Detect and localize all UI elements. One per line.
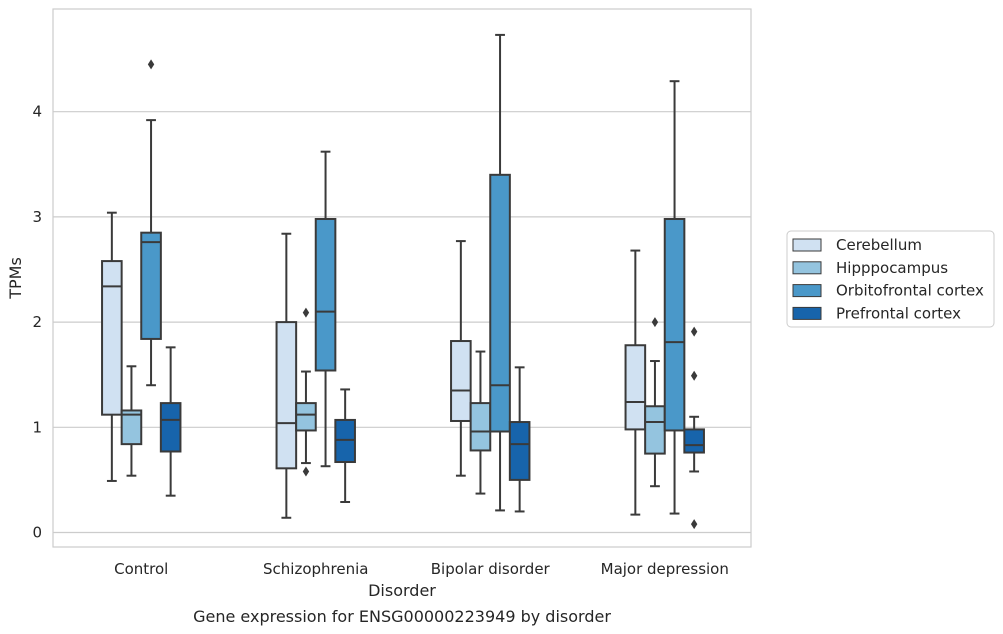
x-tick-label: Major depression <box>601 560 729 578</box>
box-group <box>644 317 666 488</box>
iqr-box <box>140 231 162 340</box>
legend: Cerebellum Hipppocampus Orbitofrontal cort… <box>786 230 995 328</box>
legend-label: Orbitofrontal cortex <box>836 282 984 300</box>
iqr-box <box>275 321 298 470</box>
y-tick-label: 0 <box>32 524 42 542</box>
chart-caption: Gene expression for ENSG00000223949 by d… <box>193 607 611 626</box>
box-group <box>489 33 511 512</box>
box-plot-marks <box>101 33 705 530</box>
outlier-marker <box>651 317 659 328</box>
box-group <box>624 249 647 516</box>
y-axis-label: TPMs <box>6 257 25 300</box>
iqr-box <box>508 421 531 481</box>
outlier-marker <box>690 326 698 337</box>
legend-frame <box>786 230 995 328</box>
legend-swatch <box>792 306 822 320</box>
box-group <box>120 365 143 477</box>
iqr-box <box>683 428 705 454</box>
iqr-box <box>450 340 472 422</box>
y-tick-label: 2 <box>32 313 42 331</box>
y-axis-ticks: 0 1 2 3 4 <box>32 103 42 542</box>
iqr-box <box>159 402 182 453</box>
iqr-box <box>663 218 686 432</box>
box-group <box>334 388 356 503</box>
iqr-box <box>120 409 143 446</box>
iqr-box <box>624 344 647 431</box>
legend-label: Hipppocampus <box>836 259 948 277</box>
outlier-marker <box>690 370 698 381</box>
y-tick-label: 1 <box>32 418 42 436</box>
outlier-marker <box>147 59 155 70</box>
legend-label: Cerebellum <box>836 236 922 254</box>
box-group <box>450 240 472 477</box>
box-group <box>101 211 123 482</box>
x-tick-label: Control <box>114 560 168 578</box>
outlier-marker <box>690 519 698 530</box>
x-tick-label: Schizophrenia <box>263 560 368 578</box>
box-group <box>508 366 531 513</box>
outlier-marker <box>302 466 310 477</box>
x-tick-label: Bipolar disorder <box>431 560 551 578</box>
box-group <box>314 150 337 468</box>
x-axis-label: Disorder <box>368 581 436 600</box>
box-group <box>683 326 705 530</box>
iqr-box <box>489 173 511 433</box>
iqr-box <box>314 218 337 372</box>
box-group <box>159 346 182 497</box>
iqr-box <box>644 405 666 455</box>
box-group <box>295 307 317 477</box>
plot-area-frame <box>52 8 752 548</box>
y-tick-label: 3 <box>32 208 42 226</box>
box-group <box>469 350 492 495</box>
x-axis-ticks: Control Schizophrenia Bipolar disorder Majo… <box>114 560 729 578</box>
iqr-box <box>334 418 356 464</box>
iqr-box <box>295 402 317 432</box>
iqr-box <box>101 260 123 416</box>
box-group <box>663 80 686 515</box>
box-group <box>140 59 162 387</box>
outlier-marker <box>302 307 310 318</box>
box-group <box>275 232 298 519</box>
legend-swatch <box>792 238 822 252</box>
iqr-box <box>469 402 492 452</box>
legend-swatch <box>792 261 822 275</box>
y-tick-label: 4 <box>32 103 42 121</box>
legend-swatch <box>792 284 822 298</box>
legend-label: Prefrontal cortex <box>836 304 961 322</box>
